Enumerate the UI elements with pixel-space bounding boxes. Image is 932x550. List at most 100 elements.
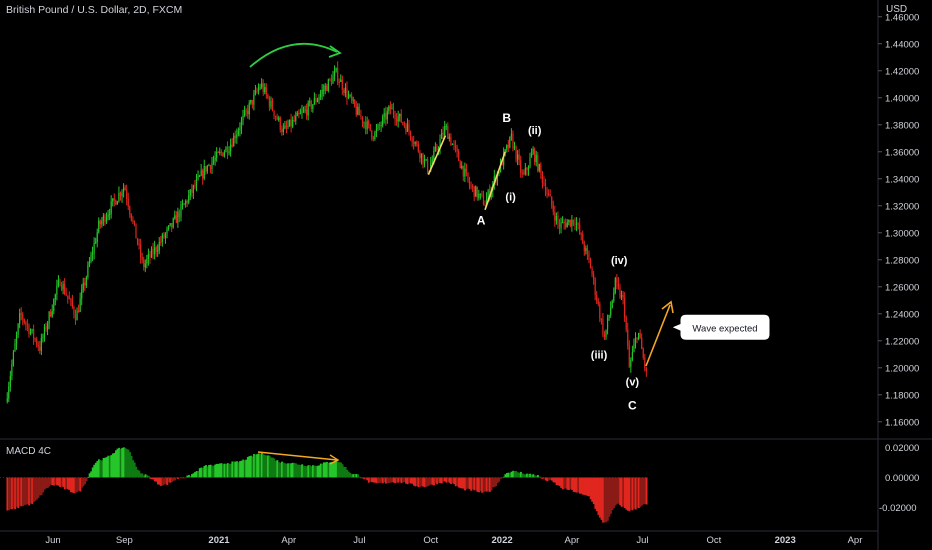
macd-bar <box>287 463 290 478</box>
candle-body <box>265 87 267 95</box>
candle-body <box>575 223 578 225</box>
candle-body <box>402 122 404 124</box>
candle-body <box>520 160 522 173</box>
macd-bar <box>262 454 265 478</box>
macd-bar <box>308 465 311 478</box>
candle-body <box>470 185 472 187</box>
macd-bar <box>417 477 420 488</box>
candle-body <box>364 122 367 130</box>
candle-body <box>166 228 168 234</box>
candle-body <box>40 337 42 351</box>
expected-wave-arrowhead <box>661 300 674 314</box>
candle-body <box>43 326 46 337</box>
macd-bar <box>350 474 353 478</box>
candle-body <box>259 87 261 89</box>
candle-body <box>454 144 457 148</box>
candle-body <box>461 165 463 169</box>
macd-bar <box>394 477 397 484</box>
candle-body <box>630 359 632 367</box>
candle-body <box>462 165 464 177</box>
macd-bar <box>493 477 496 487</box>
candle-body <box>405 125 407 132</box>
candle-body <box>338 81 340 83</box>
macd-bar <box>550 477 553 481</box>
candle-body <box>146 259 148 264</box>
candle-body <box>585 247 587 251</box>
candle-body <box>282 128 284 132</box>
macd-bar <box>88 473 91 478</box>
macd-bar <box>8 477 10 511</box>
macd-bar <box>206 466 209 478</box>
candle-body <box>304 109 306 111</box>
macd-bar <box>9 477 12 509</box>
candle-body <box>169 223 171 226</box>
macd-bar <box>285 463 288 478</box>
macd-bar <box>568 477 570 490</box>
macd-bar <box>274 460 277 478</box>
macd-bar <box>225 464 228 478</box>
candle-body <box>8 386 10 399</box>
macd-bar <box>222 464 225 478</box>
price-tick-label: 1.32000 <box>885 201 919 212</box>
candle-body <box>611 300 613 308</box>
time-tick-label: 2022 <box>492 535 513 546</box>
candle-body <box>478 193 480 198</box>
macd-bar <box>108 455 111 478</box>
candle-body <box>366 121 368 130</box>
macd-bar <box>136 469 139 478</box>
candle-body <box>568 219 570 223</box>
candle-body <box>228 151 230 154</box>
candle-body <box>549 194 551 197</box>
candle-body <box>329 79 331 81</box>
macd-divergence-line <box>257 451 338 461</box>
macd-bar <box>263 455 266 478</box>
price-tick-label: 1.26000 <box>885 282 919 293</box>
candle-body <box>436 146 438 150</box>
macd-bar <box>160 477 162 486</box>
candle-body <box>23 319 25 323</box>
macd-bar <box>462 477 465 489</box>
macd-bar <box>324 462 327 478</box>
candle-body <box>639 332 641 338</box>
macd-bar <box>434 477 437 484</box>
candle-body <box>467 172 469 181</box>
candle-body <box>15 334 18 344</box>
macd-bar <box>200 467 203 478</box>
candle-body <box>532 148 534 154</box>
candle-body <box>256 90 258 92</box>
macd-bar <box>541 477 544 479</box>
macd-bar <box>34 477 37 501</box>
macd-bar <box>518 472 521 478</box>
macd-bar <box>139 473 142 478</box>
macd-bar <box>119 448 122 478</box>
macd-bar <box>267 455 270 478</box>
time-tick-label: Sep <box>116 535 133 546</box>
candle-body <box>324 85 326 90</box>
macd-bar <box>613 477 615 509</box>
candle-body <box>352 99 354 101</box>
macd-bar <box>482 477 485 493</box>
macd-bar <box>194 472 197 478</box>
candle-body <box>9 375 11 387</box>
candle-body <box>414 142 416 144</box>
macd-bar <box>642 477 645 505</box>
macd-bar <box>603 477 606 523</box>
time-tick-label: Jul <box>353 535 365 546</box>
candle-body <box>107 214 109 218</box>
macd-bar <box>102 457 105 478</box>
macd-bar <box>406 477 409 485</box>
macd-bar <box>566 477 569 490</box>
candle-body <box>109 214 111 216</box>
candle-body <box>645 368 647 371</box>
candle-body <box>450 136 452 145</box>
macd-bar <box>42 477 45 493</box>
candle-body <box>67 295 69 298</box>
candle-body <box>360 115 362 117</box>
macd-bar <box>349 472 352 478</box>
candle-body <box>105 217 108 222</box>
candle-body <box>71 299 73 308</box>
macd-bar <box>591 477 594 502</box>
candle-body <box>475 186 477 197</box>
macd-bar <box>581 477 584 495</box>
